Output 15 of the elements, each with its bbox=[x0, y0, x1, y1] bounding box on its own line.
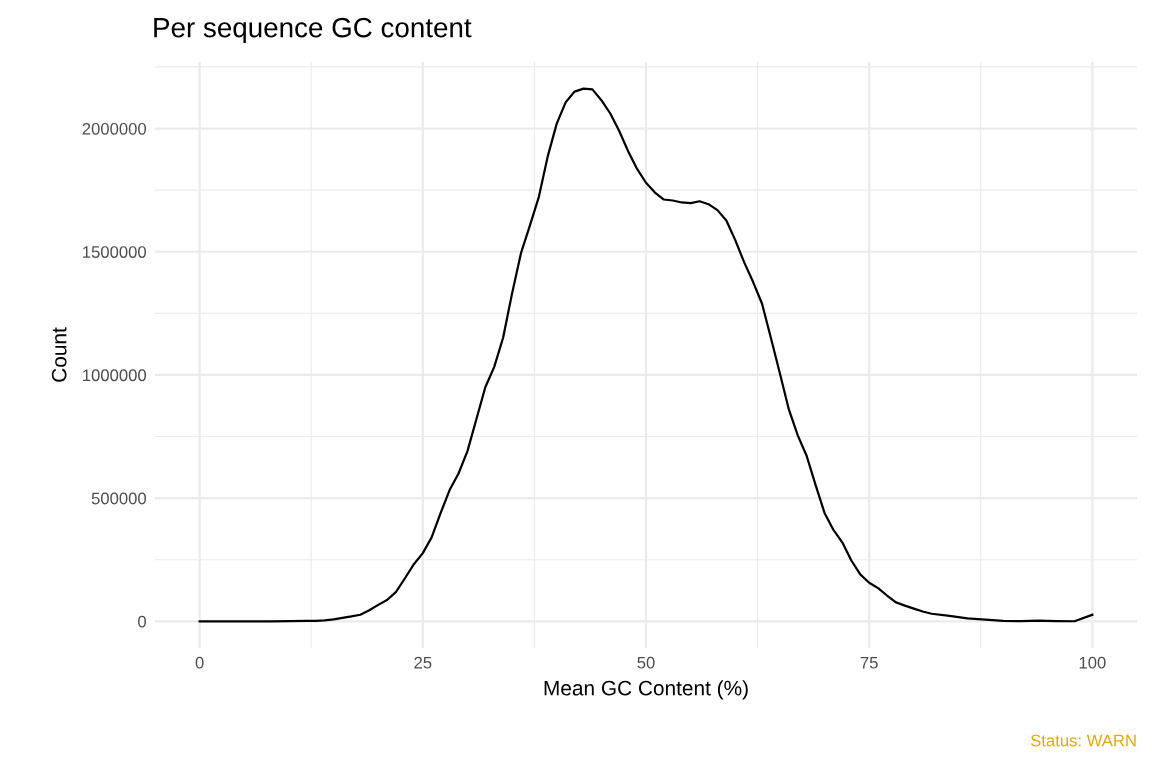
x-tick-label: 25 bbox=[414, 656, 432, 669]
x-tick-label: 50 bbox=[637, 656, 655, 669]
x-tick-label: 100 bbox=[1079, 656, 1106, 669]
y-tick-label: 1500000 bbox=[83, 246, 147, 258]
x-tick-label: 75 bbox=[860, 656, 878, 669]
y-tick-label: 500000 bbox=[91, 492, 147, 505]
text: Status: WARN bbox=[1030, 734, 1136, 747]
x-axis-title: Mean GC Content (%) bbox=[544, 680, 748, 700]
y-tick-label: 2000000 bbox=[82, 122, 147, 135]
x-tick-label: 0 bbox=[195, 656, 204, 669]
y-tick-label: 1000000 bbox=[83, 369, 147, 382]
y-tick-label: 0 bbox=[138, 615, 147, 628]
chart-title: Per sequence GC content bbox=[154, 17, 472, 43]
y-axis-title: Count bbox=[51, 327, 67, 382]
line-series bbox=[198, 87, 1094, 623]
